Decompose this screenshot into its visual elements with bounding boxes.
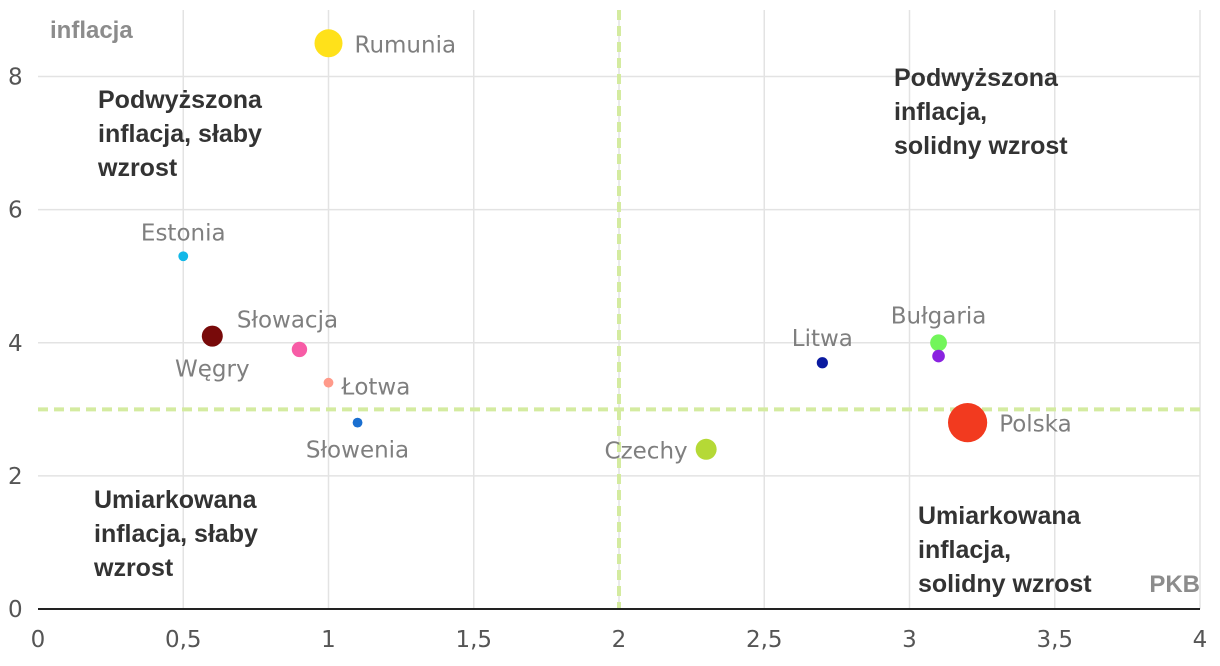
data-points xyxy=(178,29,988,460)
data-point-slowenia xyxy=(352,417,363,428)
data-point-bulgaria xyxy=(930,334,947,352)
x-tick-label: 2 xyxy=(612,627,627,653)
x-tick-label: 0,5 xyxy=(165,627,202,653)
point-label-litwa: Litwa xyxy=(792,326,853,352)
point-label-bulgaria: Bułgaria xyxy=(891,303,987,329)
x-axis-title: PKB xyxy=(1149,571,1200,598)
y-tick-label: 8 xyxy=(8,65,23,91)
data-point-unlabeled xyxy=(932,349,945,363)
data-point-polska xyxy=(948,403,988,443)
data-point-wegry xyxy=(201,325,223,347)
data-point-estonia xyxy=(178,251,189,262)
y-tick-label: 6 xyxy=(8,198,23,224)
point-label-slowacja: Słowacja xyxy=(237,308,338,334)
x-tick-label: 4 xyxy=(1193,627,1208,653)
y-tick-label: 0 xyxy=(8,597,23,623)
y-axis-ticks: 0 2 4 6 8 xyxy=(8,65,23,623)
reference-lines xyxy=(38,10,1200,609)
point-label-wegry: Węgry xyxy=(175,357,250,383)
point-label-estonia: Estonia xyxy=(141,220,226,246)
point-label-slowenia: Słowenia xyxy=(306,438,409,464)
data-point-rumunia xyxy=(314,29,343,58)
y-tick-label: 2 xyxy=(8,464,23,490)
data-point-czechy xyxy=(695,438,717,460)
quadrant-label-bottom-left: Umiarkowana inflacja, słaby wzrost xyxy=(93,486,258,582)
point-label-lotwa: Łotwa xyxy=(340,375,410,401)
y-axis-title: inflacja xyxy=(50,17,133,44)
x-tick-label: 0 xyxy=(31,627,46,653)
x-tick-label: 3 xyxy=(902,627,917,653)
x-tick-label: 2,5 xyxy=(746,627,783,653)
data-point-lotwa xyxy=(323,377,334,388)
quadrant-label-bottom-right: Umiarkowana inflacja, solidny wzrost xyxy=(918,502,1092,598)
quadrant-label-top-right: Podwyższona inflacja, solidny wzrost xyxy=(894,64,1068,160)
x-tick-label: 3,5 xyxy=(1036,627,1073,653)
point-label-czechy: Czechy xyxy=(605,438,688,464)
point-labels: Rumunia Estonia Węgry Słowacja Łotwa Słowenia… xyxy=(141,32,1072,464)
point-label-polska: Polska xyxy=(999,412,1072,438)
point-label-rumunia: Rumunia xyxy=(355,32,457,58)
y-tick-label: 4 xyxy=(8,331,23,357)
x-tick-label: 1 xyxy=(321,627,336,653)
quadrant-label-top-left: Podwyższona inflacja, słaby wzrost xyxy=(97,86,263,182)
x-axis-ticks: 0 0,5 1 1,5 2 2,5 3 3,5 4 xyxy=(31,627,1208,653)
data-point-litwa xyxy=(816,357,828,369)
quadrant-labels: Podwyższona inflacja, słaby wzrost Podwyższ… xyxy=(93,64,1092,598)
data-point-slowacja xyxy=(291,341,308,358)
x-tick-label: 1,5 xyxy=(455,627,492,653)
